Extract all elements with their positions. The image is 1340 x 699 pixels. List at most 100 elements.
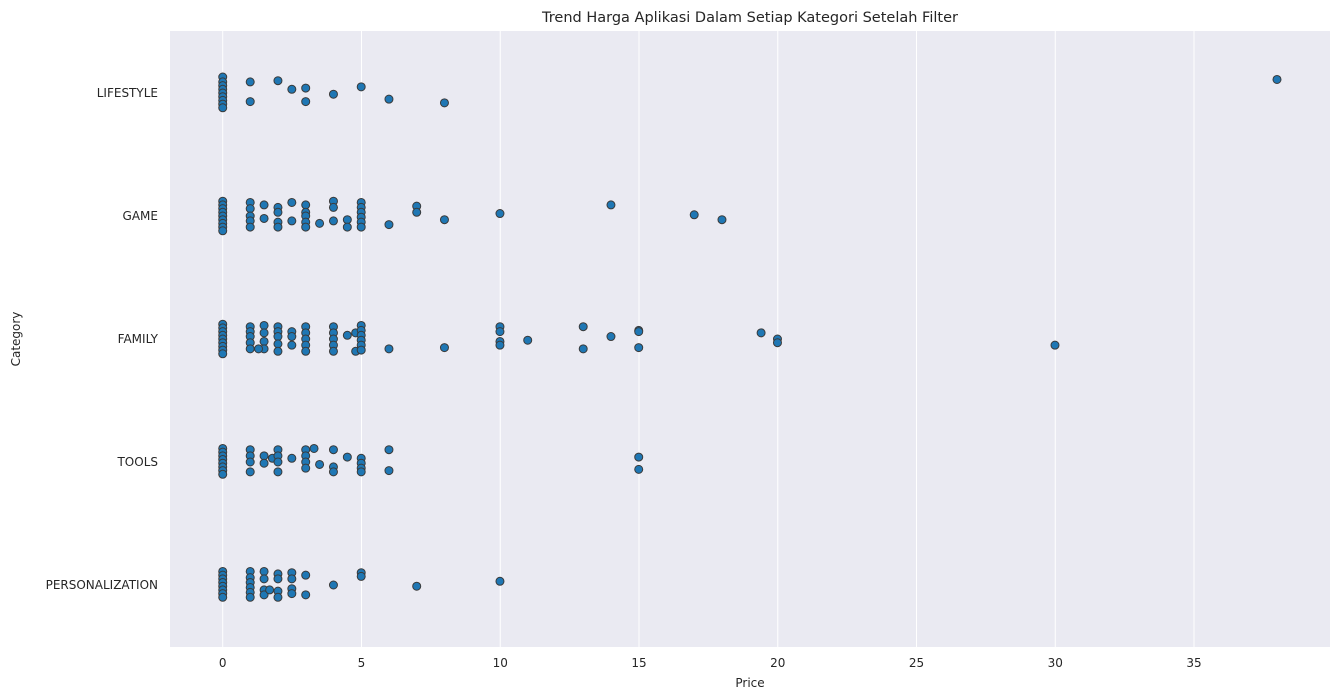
- data-point: [254, 344, 264, 354]
- data-point: [218, 469, 228, 479]
- y-tick-label: GAME: [123, 209, 158, 223]
- data-point: [273, 207, 283, 217]
- data-point: [259, 200, 269, 210]
- data-point: [328, 580, 338, 590]
- data-point: [218, 103, 228, 113]
- data-point: [287, 574, 297, 584]
- data-point: [273, 222, 283, 232]
- data-point: [356, 571, 366, 581]
- data-point: [328, 216, 338, 226]
- data-point: [301, 463, 311, 473]
- data-point: [634, 464, 644, 474]
- data-point: [287, 453, 297, 463]
- data-point: [287, 589, 297, 599]
- data-point: [287, 84, 297, 94]
- y-tick-label: PERSONALIZATION: [46, 578, 158, 592]
- data-point: [259, 320, 269, 330]
- chart-title: Trend Harga Aplikasi Dalam Setiap Katego…: [541, 10, 958, 26]
- data-point: [384, 220, 394, 230]
- data-point: [356, 345, 366, 355]
- data-point: [495, 576, 505, 586]
- data-point: [384, 94, 394, 104]
- data-point: [301, 346, 311, 356]
- x-tick-label: 5: [358, 656, 366, 670]
- data-point: [259, 328, 269, 338]
- y-axis-label: Category: [9, 312, 23, 367]
- data-point: [439, 343, 449, 353]
- data-point: [273, 457, 283, 467]
- data-point: [523, 335, 533, 345]
- data-point: [273, 574, 283, 584]
- data-point: [328, 89, 338, 99]
- data-point: [259, 590, 269, 600]
- data-point: [578, 344, 588, 354]
- data-point: [273, 346, 283, 356]
- data-point: [301, 83, 311, 93]
- data-point: [342, 330, 352, 340]
- data-point: [273, 339, 283, 349]
- data-point: [356, 82, 366, 92]
- data-point: [245, 204, 255, 214]
- data-point: [439, 215, 449, 225]
- data-point: [1272, 74, 1282, 84]
- data-point: [315, 459, 325, 469]
- data-point: [287, 340, 297, 350]
- data-point: [259, 458, 269, 468]
- y-tick-label: LIFESTYLE: [97, 86, 158, 100]
- data-point: [301, 97, 311, 107]
- data-point: [245, 97, 255, 107]
- data-point: [328, 346, 338, 356]
- data-point: [259, 336, 269, 346]
- data-points: [218, 72, 1282, 602]
- data-point: [259, 213, 269, 223]
- data-point: [634, 343, 644, 353]
- x-tick-label: 30: [1048, 656, 1063, 670]
- data-point: [342, 215, 352, 225]
- data-point: [245, 77, 255, 87]
- data-point: [328, 202, 338, 212]
- y-axis-ticks: LIFESTYLE GAME FAMILY TOOLS PERSONALIZATION: [46, 86, 159, 592]
- data-point: [259, 451, 269, 461]
- y-tick-label: FAMILY: [118, 332, 159, 346]
- data-point: [356, 467, 366, 477]
- x-tick-label: 0: [219, 656, 227, 670]
- data-point: [287, 216, 297, 226]
- data-point: [634, 327, 644, 337]
- data-point: [265, 585, 275, 595]
- data-point: [218, 349, 228, 359]
- data-point: [384, 445, 394, 455]
- data-point: [273, 76, 283, 86]
- data-point: [412, 207, 422, 217]
- x-tick-label: 10: [493, 656, 508, 670]
- data-point: [273, 332, 283, 342]
- data-point: [245, 222, 255, 232]
- x-tick-label: 25: [909, 656, 924, 670]
- data-point: [439, 98, 449, 108]
- data-point: [245, 592, 255, 602]
- data-point: [259, 566, 269, 576]
- data-point: [218, 226, 228, 236]
- data-point: [342, 452, 352, 462]
- data-point: [315, 218, 325, 228]
- data-point: [606, 200, 616, 210]
- data-point: [412, 581, 422, 591]
- data-point: [245, 344, 255, 354]
- data-point: [301, 570, 311, 580]
- x-axis-ticks: 0 5 10 15 20 25 30 35: [219, 656, 1202, 670]
- data-point: [287, 197, 297, 207]
- data-point: [245, 467, 255, 477]
- data-point: [689, 210, 699, 220]
- data-point: [356, 222, 366, 232]
- x-tick-label: 15: [631, 656, 646, 670]
- data-point: [301, 200, 311, 210]
- data-point: [273, 592, 283, 602]
- data-point: [1050, 340, 1060, 350]
- data-point: [717, 215, 727, 225]
- data-point: [495, 327, 505, 337]
- x-tick-label: 35: [1186, 656, 1201, 670]
- data-point: [301, 590, 311, 600]
- data-point: [495, 340, 505, 350]
- data-point: [606, 332, 616, 342]
- data-point: [578, 322, 588, 332]
- data-point: [495, 209, 505, 219]
